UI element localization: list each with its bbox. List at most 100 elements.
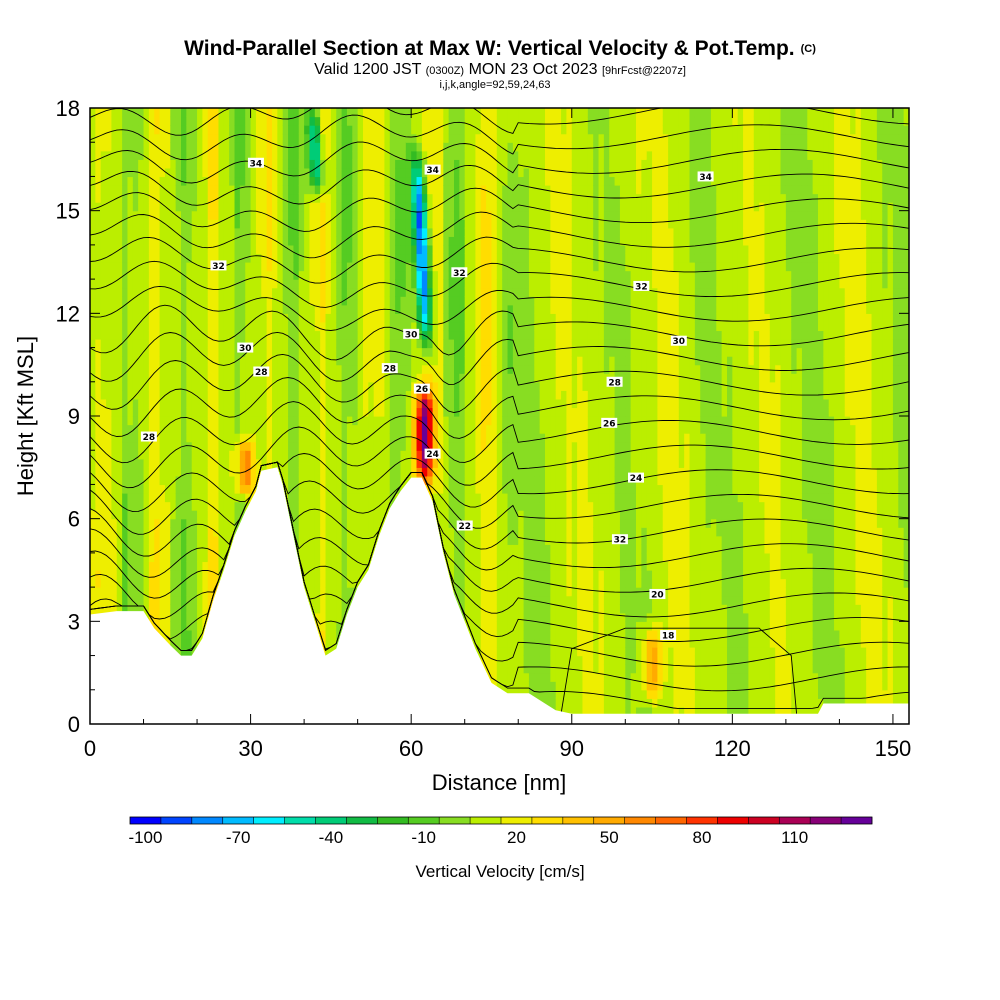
velocity-cell [266,296,273,306]
velocity-cell [405,347,412,357]
velocity-cell [132,544,139,554]
velocity-cell [427,150,434,160]
velocity-cell [143,279,150,289]
velocity-cell [234,416,241,426]
velocity-cell [437,227,444,237]
velocity-cell [207,321,214,332]
velocity-cell [116,227,123,237]
velocity-cell [186,424,193,434]
velocity-cell [148,475,155,486]
velocity-cell [298,279,305,289]
velocity-cell [181,424,187,434]
velocity-cell [175,570,182,580]
velocity-cell [336,193,343,203]
velocity-cell [395,373,402,383]
velocity-cell [416,347,423,357]
velocity-cell [346,321,353,332]
velocity-cell [138,202,145,212]
velocity-cell [357,167,364,178]
velocity-cell [448,142,455,152]
velocity-cell [411,227,418,237]
velocity-cell [202,253,209,263]
velocity-cell [175,108,182,118]
velocity-cell [239,125,246,135]
velocity-cell [373,381,380,391]
velocity-cell [154,210,161,220]
velocity-cell [202,578,209,588]
velocity-cell [197,167,204,178]
velocity-cell [325,270,332,280]
velocity-cell [314,398,321,409]
velocity-cell [100,116,107,126]
velocity-cell [106,125,113,135]
velocity-cell [100,535,107,545]
velocity-cell [250,313,257,323]
velocity-cell [234,313,241,323]
velocity-cell [175,458,182,468]
velocity-cell [213,142,220,152]
velocity-cell [411,150,418,160]
velocity-cell [314,475,321,486]
velocity-cell [325,262,332,272]
velocity-cell [186,407,193,417]
velocity-cell [277,304,284,314]
velocity-cell [288,313,295,323]
velocity-cell [213,424,220,434]
velocity-cell [432,108,439,118]
velocity-cell [416,133,423,143]
velocity-cell [346,210,353,220]
velocity-cell [309,347,316,357]
velocity-cell [309,176,316,186]
velocity-cell [213,244,220,255]
velocity-cell [164,407,171,417]
velocity-cell [127,398,134,409]
velocity-cell [314,313,321,323]
velocity-cell [229,133,236,143]
velocity-cell [448,467,455,477]
velocity-cell [416,356,423,366]
velocity-cell [325,202,332,212]
velocity-cell [170,467,177,477]
velocity-cell [437,535,444,545]
velocity-cell [357,330,364,340]
velocity-cell [363,125,369,135]
velocity-cell [330,185,337,195]
velocity-cell [304,373,311,383]
velocity-cell [395,262,402,272]
velocity-cell [143,236,150,246]
velocity-cell [127,501,134,511]
velocity-cell [175,398,182,409]
velocity-cell [191,279,198,289]
velocity-cell [352,287,359,297]
velocity-cell [454,484,460,494]
velocity-cell [143,390,150,400]
velocity-cell [116,595,123,605]
velocity-cell [250,142,257,152]
velocity-cell [427,441,434,451]
velocity-cell [298,116,305,126]
velocity-cell [384,450,391,460]
velocity-cell [427,356,434,366]
velocity-cell [197,108,204,118]
velocity-cell [164,185,171,195]
velocity-cell [421,227,428,237]
velocity-cell [293,373,300,383]
velocity-cell [357,142,364,152]
velocity-cell [90,398,96,409]
velocity-cell [239,330,246,340]
velocity-cell [154,390,161,400]
velocity-cell [427,219,434,229]
velocity-cell [164,570,171,580]
velocity-cell [229,475,236,486]
velocity-cell [298,381,305,391]
velocity-cell [437,364,444,374]
velocity-cell [320,493,327,503]
velocity-cell [213,227,220,237]
velocity-cell [282,381,289,391]
velocity-cell [197,587,204,597]
velocity-cell [148,142,155,152]
velocity-cell [454,296,460,306]
velocity-cell [159,535,166,545]
velocity-cell [298,304,305,314]
velocity-cell [234,150,241,160]
